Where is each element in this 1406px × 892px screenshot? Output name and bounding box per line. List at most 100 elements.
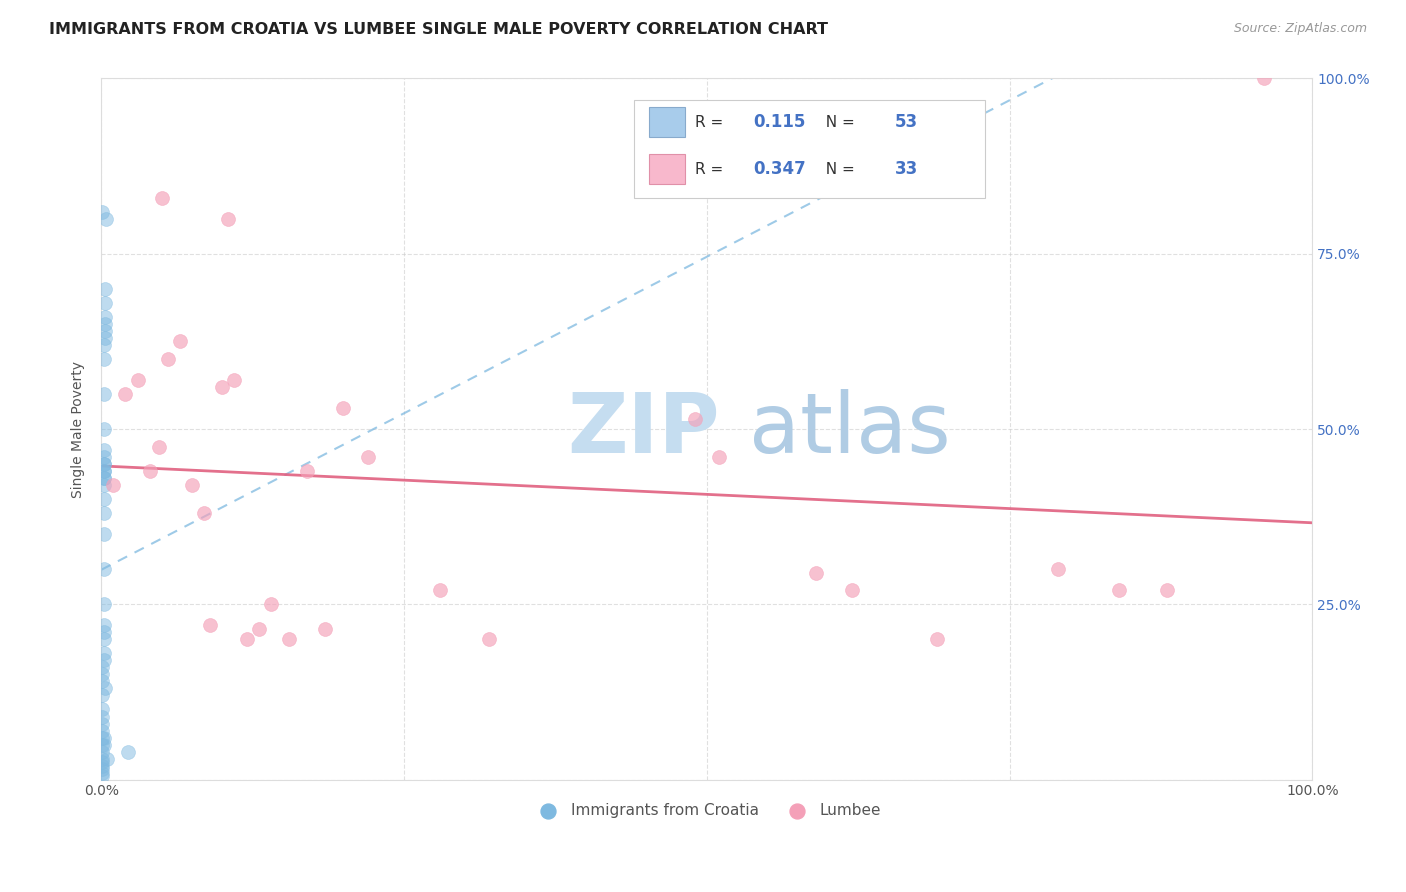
Point	[93, 464, 115, 478]
Point	[683, 411, 706, 425]
Point	[91, 762, 114, 776]
Point	[127, 373, 149, 387]
Point	[117, 745, 139, 759]
Point	[278, 632, 301, 647]
Point	[94, 211, 117, 226]
Point	[93, 647, 115, 661]
Point	[91, 723, 114, 738]
Point	[91, 745, 114, 759]
Point	[260, 597, 283, 611]
Point	[1253, 71, 1275, 86]
Point	[93, 387, 115, 401]
Point	[91, 751, 114, 765]
Point	[169, 334, 191, 349]
Point	[94, 681, 117, 696]
Point	[91, 667, 114, 681]
Point	[181, 478, 204, 492]
Text: 0.115: 0.115	[752, 113, 806, 131]
Text: 33: 33	[894, 161, 918, 178]
Point	[93, 464, 115, 478]
Point	[91, 738, 114, 752]
Point	[91, 765, 114, 780]
Point	[93, 527, 115, 541]
Point	[91, 716, 114, 731]
Point	[94, 324, 117, 338]
Point	[93, 506, 115, 520]
Point	[332, 401, 354, 415]
Point	[93, 443, 115, 458]
Point	[93, 653, 115, 667]
Point	[93, 618, 115, 632]
Point	[93, 597, 115, 611]
Point	[93, 478, 115, 492]
FancyBboxPatch shape	[634, 100, 986, 198]
Point	[1156, 583, 1178, 598]
Text: 0.347: 0.347	[752, 161, 806, 178]
Point	[1108, 583, 1130, 598]
Text: N =: N =	[815, 114, 859, 129]
Point	[91, 755, 114, 769]
Point	[93, 738, 115, 752]
Point	[211, 380, 233, 394]
Point	[357, 450, 380, 464]
Point	[93, 457, 115, 471]
Point	[200, 618, 222, 632]
Point	[93, 632, 115, 647]
Point	[91, 674, 114, 689]
Y-axis label: Single Male Poverty: Single Male Poverty	[72, 360, 86, 498]
Point	[314, 622, 336, 636]
Point	[94, 331, 117, 345]
Point	[93, 625, 115, 640]
Point	[93, 450, 115, 464]
Bar	[648, 154, 685, 184]
Point	[94, 282, 117, 296]
Point	[91, 758, 114, 772]
Point	[93, 492, 115, 507]
Point	[707, 450, 730, 464]
Point	[217, 211, 239, 226]
Point	[93, 562, 115, 576]
Point	[91, 769, 114, 783]
Point	[93, 338, 115, 352]
Point	[94, 317, 117, 331]
Text: atlas: atlas	[749, 389, 950, 469]
Point	[93, 471, 115, 485]
Point	[841, 583, 863, 598]
Point	[224, 373, 246, 387]
Point	[93, 471, 115, 485]
Text: N =: N =	[815, 161, 859, 177]
Point	[91, 702, 114, 716]
Text: IMMIGRANTS FROM CROATIA VS LUMBEE SINGLE MALE POVERTY CORRELATION CHART: IMMIGRANTS FROM CROATIA VS LUMBEE SINGLE…	[49, 22, 828, 37]
Point	[295, 464, 318, 478]
Point	[93, 457, 115, 471]
Point	[247, 622, 270, 636]
Point	[1047, 562, 1070, 576]
Text: 53: 53	[894, 113, 918, 131]
Point	[804, 566, 827, 580]
Point	[478, 632, 501, 647]
Point	[138, 464, 160, 478]
Point	[94, 296, 117, 310]
Point	[150, 191, 173, 205]
Point	[96, 751, 118, 765]
Point	[94, 310, 117, 324]
Point	[93, 731, 115, 745]
Text: R =: R =	[695, 114, 728, 129]
Point	[156, 351, 179, 366]
Point	[429, 583, 451, 598]
Point	[925, 632, 948, 647]
Point	[93, 422, 115, 436]
Point	[91, 689, 114, 703]
Point	[93, 351, 115, 366]
Point	[148, 440, 170, 454]
Point	[91, 731, 114, 745]
Text: ZIP: ZIP	[568, 389, 720, 469]
Bar	[648, 107, 685, 136]
Point	[91, 660, 114, 674]
Point	[235, 632, 257, 647]
Point	[193, 506, 215, 520]
Point	[91, 709, 114, 723]
Point	[103, 478, 125, 492]
Point	[91, 204, 114, 219]
Text: Source: ZipAtlas.com: Source: ZipAtlas.com	[1233, 22, 1367, 36]
